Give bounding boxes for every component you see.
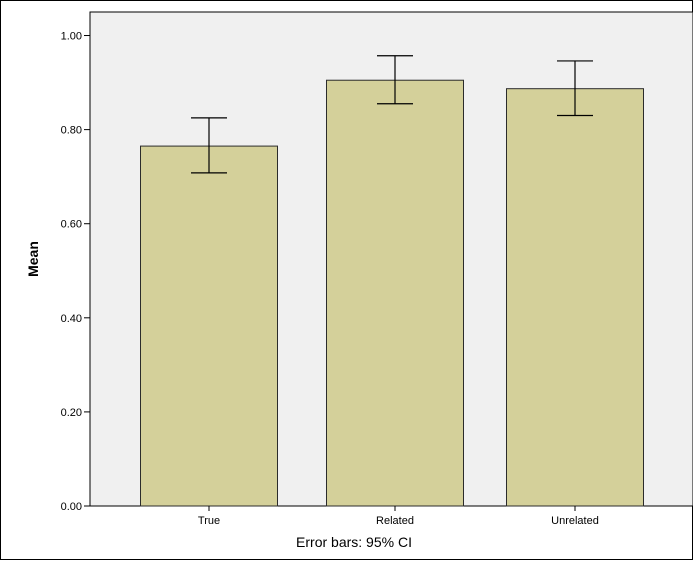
y-tick-label-1: 0.20 — [61, 407, 82, 419]
y-tick-label-5: 1.00 — [61, 31, 82, 43]
y-tick-label-4: 0.80 — [61, 125, 82, 137]
x-axis: True Related Unrelated — [198, 506, 599, 527]
y-tick-label-3: 0.60 — [61, 219, 82, 231]
x-tick-label-true: True — [198, 515, 220, 527]
y-axis: 0.00 0.20 0.40 0.60 0.80 1.00 — [61, 31, 90, 513]
bar-unrelated — [506, 88, 644, 507]
error-bars-layer — [191, 55, 593, 174]
y-axis-label: Mean — [25, 241, 41, 277]
error-bars-footnote: Error bars: 95% CI — [296, 534, 412, 550]
bar-related — [326, 79, 464, 507]
bar-true — [140, 145, 278, 507]
y-tick-label-0: 0.00 — [61, 501, 82, 513]
x-tick-label-unrelated: Unrelated — [551, 515, 599, 527]
y-tick-label-2: 0.40 — [61, 313, 82, 325]
x-tick-label-related: Related — [376, 515, 414, 527]
